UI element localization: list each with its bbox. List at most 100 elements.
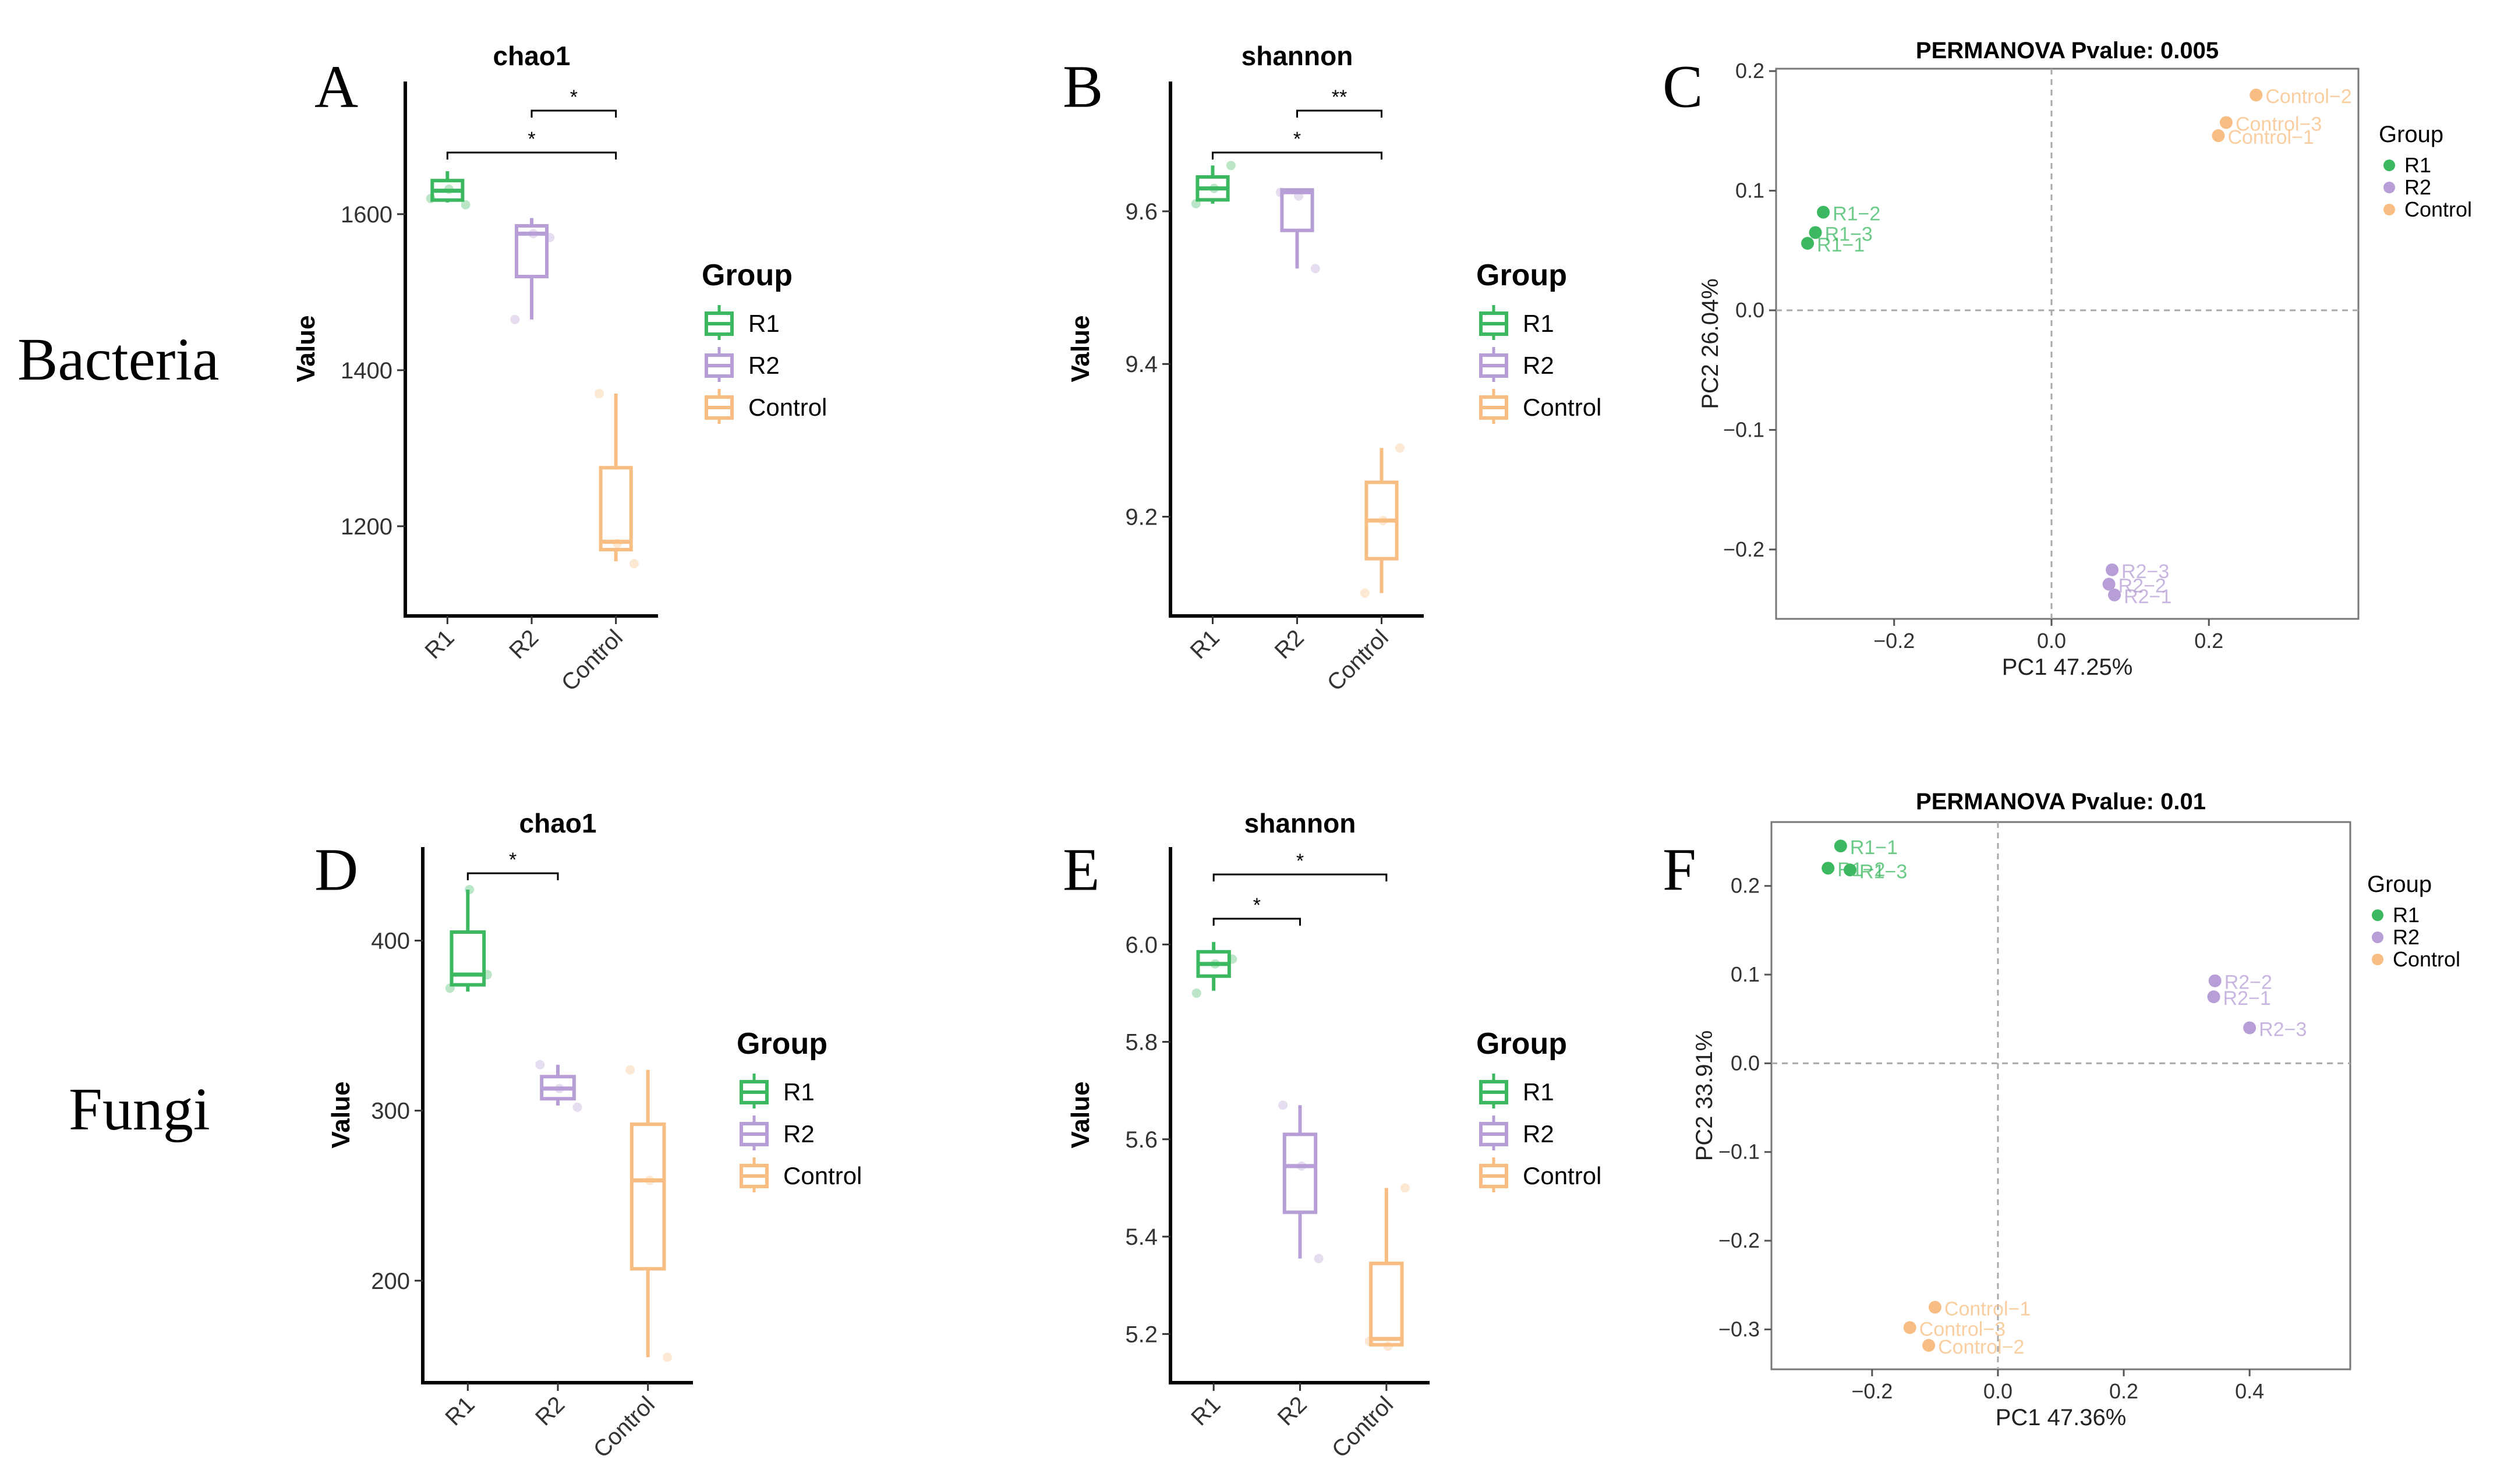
x-tick-label: −0.2 <box>1851 1379 1893 1403</box>
legend-title: Group <box>737 1027 827 1061</box>
x-tick-label-control: Control <box>557 625 628 696</box>
data-point-r2 <box>1314 1253 1324 1263</box>
x-tick-label-r1: R1 <box>1186 1391 1225 1430</box>
data-point-label: R2−3 <box>2121 561 2169 583</box>
legend-title: Group <box>702 258 793 292</box>
x-tick-label-r1: R1 <box>420 625 459 664</box>
x-tick-label-r2: R2 <box>1270 625 1309 664</box>
significance-bracket <box>1212 873 1388 881</box>
box-iqr <box>1369 1262 1404 1347</box>
data-point-r1 <box>426 194 436 204</box>
data-point-control <box>1364 1336 1374 1346</box>
data-point-r2 <box>1278 1100 1288 1110</box>
legend-title: Group <box>1476 258 1567 292</box>
y-tick-label: 0.2 <box>1735 59 1764 83</box>
data-point-label: Control−3 <box>2236 113 2322 135</box>
y-tick-label: −0.2 <box>1723 537 1764 561</box>
data-point-r1 <box>1209 183 1219 193</box>
data-point-r2 <box>2102 578 2116 591</box>
y-tick-label: −0.2 <box>1718 1228 1760 1252</box>
significance-bracket <box>1212 151 1382 160</box>
box-iqr <box>599 466 633 552</box>
data-point-label: R1−1 <box>1850 837 1898 859</box>
box-iqr <box>1280 188 1314 232</box>
data-point-r2 <box>528 229 538 239</box>
box-r1 <box>430 171 465 203</box>
y-tick-label: 5.6 <box>1125 1127 1158 1153</box>
data-point-label: R1−1 <box>1817 234 1865 256</box>
y-tick-label: 0.0 <box>1735 298 1764 322</box>
data-point-r2 <box>1294 191 1304 201</box>
legend-label: R2 <box>783 1120 815 1147</box>
y-tick-label: 5.4 <box>1125 1224 1158 1250</box>
x-tick-label-r2: R2 <box>504 625 543 664</box>
data-point-control <box>625 1065 635 1075</box>
panel-letter: D <box>314 837 358 904</box>
y-tick-label: 9.4 <box>1125 352 1158 377</box>
data-point-label: Control−1 <box>2227 126 2314 148</box>
x-tick-label-r1: R1 <box>440 1391 479 1430</box>
box-r2 <box>514 218 549 320</box>
data-point-r1 <box>1834 840 1847 853</box>
data-point-r1 <box>444 184 454 194</box>
chart-title: chao1 <box>519 808 597 838</box>
panel-c: C PERMANOVA Pvalue: 0.005 −0.2 0.0 0.2 −0.2 −0… <box>1663 38 2472 680</box>
box-r1 <box>1196 165 1230 204</box>
data-point-control <box>1360 588 1370 598</box>
y-tick-label: −0.3 <box>1718 1317 1760 1341</box>
data-point-r2 <box>554 1083 564 1093</box>
x-tick-label-control: Control <box>1327 1391 1398 1462</box>
data-point-control <box>1922 1338 1936 1352</box>
legend-item-r1: R1 <box>705 305 780 340</box>
data-point-control <box>629 559 639 569</box>
significance-bracket <box>466 872 559 880</box>
data-point-r1 <box>1191 988 1201 998</box>
panel-letter: B <box>1063 54 1103 121</box>
data-point-control <box>1383 1341 1393 1351</box>
legend-item-control: Control <box>1479 1157 1601 1192</box>
data-point-label: Control−1 <box>1944 1298 2031 1320</box>
y-tick-label: 5.2 <box>1125 1322 1158 1347</box>
x-tick-label-r1: R1 <box>1186 625 1225 664</box>
data-point-r1 <box>1210 959 1220 969</box>
box-r2 <box>1280 188 1314 269</box>
legend-label: R1 <box>748 310 780 337</box>
box-iqr <box>450 930 486 987</box>
legend-title: Group <box>2367 872 2432 897</box>
significance-bracket <box>1296 109 1382 118</box>
chart-title: shannon <box>1242 41 1353 71</box>
x-tick-label: 0.4 <box>2235 1379 2264 1403</box>
significance-label: * <box>509 849 517 871</box>
data-point-r2 <box>2208 974 2222 987</box>
panel-letter: F <box>1663 837 1696 904</box>
data-point-control <box>663 1352 673 1362</box>
x-tick-label: 0.0 <box>2037 629 2066 653</box>
y-axis-label: Value <box>1066 316 1095 382</box>
legend-label: R1 <box>1523 1078 1554 1106</box>
data-point-r1 <box>465 885 475 895</box>
y-tick-label: 0.1 <box>1731 962 1760 986</box>
y-tick-label: 200 <box>371 1269 410 1294</box>
legend-label: R2 <box>1523 352 1554 379</box>
data-point-r1 <box>1844 863 1857 877</box>
data-point-label: Control−3 <box>1919 1318 2006 1340</box>
data-point-r2 <box>2207 990 2220 1004</box>
significance-label: * <box>1296 850 1304 872</box>
panel-letter: C <box>1663 54 1703 121</box>
legend-label-r1: R1 <box>2393 903 2420 927</box>
data-point-label: R2−1 <box>2124 586 2171 608</box>
y-tick-label: 9.2 <box>1125 505 1158 530</box>
x-tick-label-control: Control <box>1322 625 1393 696</box>
legend-label: R1 <box>1523 310 1554 337</box>
data-point-r2 <box>1297 1161 1307 1171</box>
data-point-label: R2−1 <box>2223 987 2271 1010</box>
y-axis-label: PC2 26.04% <box>1697 278 1723 409</box>
x-tick-label-r2: R2 <box>530 1391 570 1430</box>
data-point-label: R1−3 <box>1825 223 1873 245</box>
data-point-control <box>2212 129 2225 143</box>
data-point-r2 <box>535 1060 545 1069</box>
y-tick-label: 5.8 <box>1125 1030 1158 1056</box>
legend-label: Control <box>783 1162 862 1189</box>
data-point-control <box>595 389 604 399</box>
